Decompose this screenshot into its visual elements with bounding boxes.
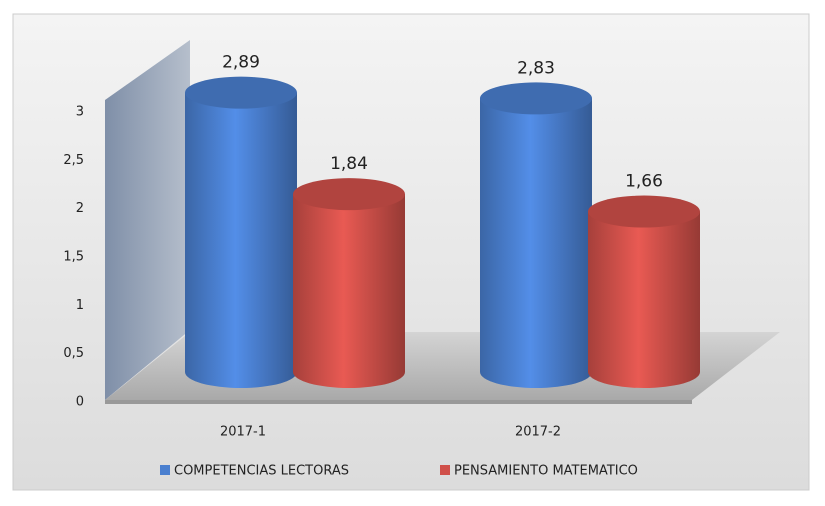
- value-label: 2,83: [517, 58, 555, 78]
- legend-swatch: [440, 465, 450, 475]
- cylinder-top: [185, 76, 297, 109]
- cylinder: [185, 92, 297, 388]
- cylinder-top: [588, 195, 700, 228]
- value-label: 1,84: [330, 154, 368, 174]
- y-tick-label: 3: [76, 105, 84, 120]
- side-wall: [105, 40, 190, 400]
- y-tick-label: 0: [76, 395, 84, 410]
- value-label: 1,66: [625, 172, 663, 192]
- floor-edge: [105, 400, 692, 404]
- x-tick-label: 2017-2: [515, 425, 561, 440]
- y-tick-label: 1,5: [63, 250, 84, 265]
- cylinder-top: [293, 178, 405, 211]
- y-tick-label: 0,5: [63, 346, 84, 361]
- y-tick-label: 1: [76, 298, 84, 313]
- cylinder: [588, 211, 700, 388]
- cylinder: [480, 98, 592, 388]
- cylinder-top: [480, 82, 592, 115]
- legend-label: COMPETENCIAS LECTORAS: [174, 464, 349, 479]
- y-tick-label: 2: [76, 201, 84, 216]
- legend-swatch: [160, 465, 170, 475]
- value-label: 2,89: [222, 53, 260, 73]
- x-tick-label: 2017-1: [220, 425, 266, 440]
- legend-label: PENSAMIENTO MATEMATICO: [454, 464, 638, 479]
- y-tick-label: 2,5: [63, 153, 84, 168]
- cylinder: [293, 194, 405, 388]
